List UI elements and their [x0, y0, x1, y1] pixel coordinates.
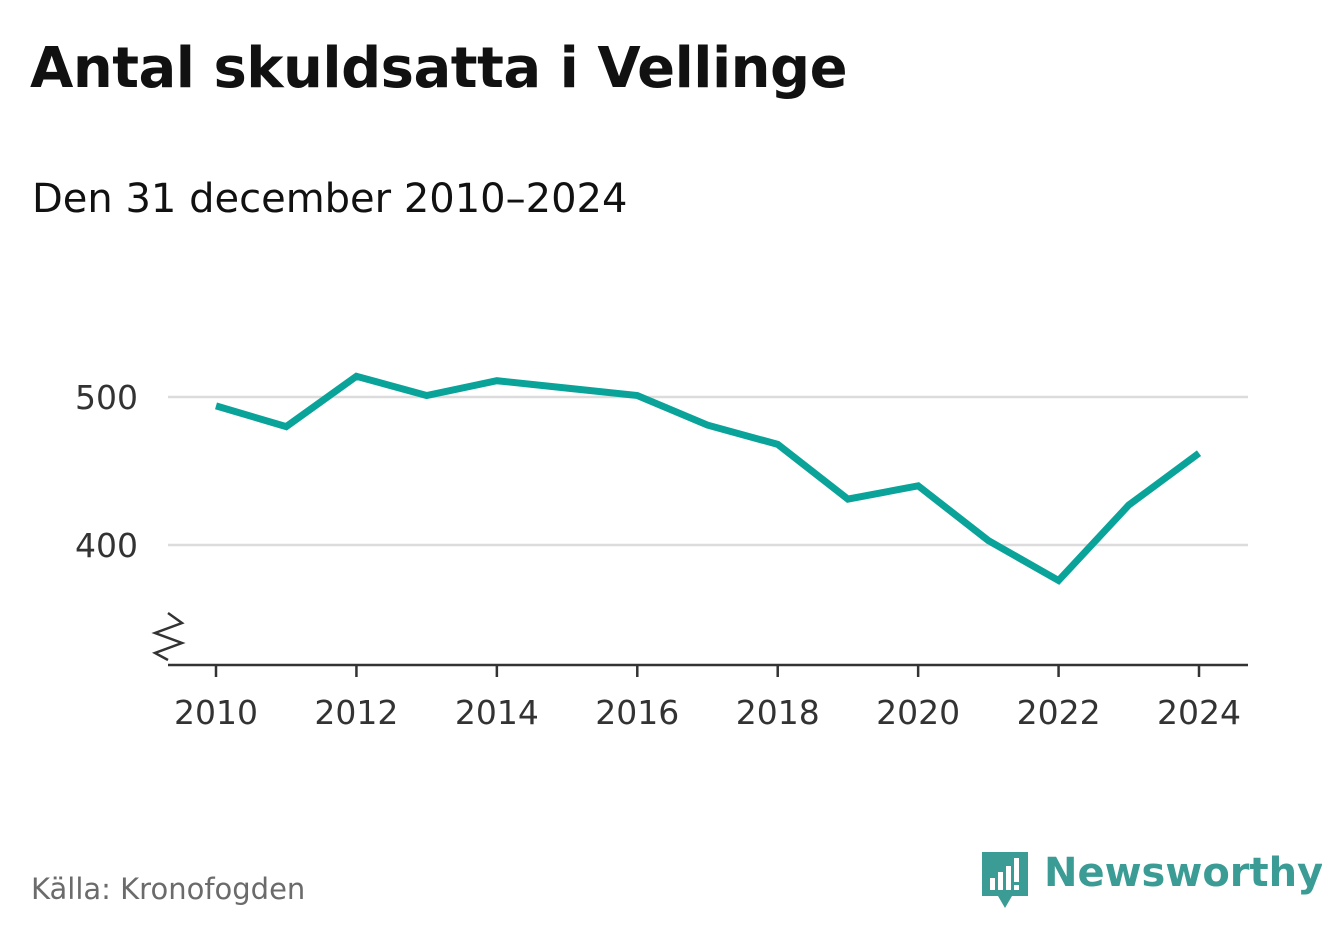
series-line-0 [215, 372, 1202, 585]
x-tick-label-2020: 2020 [876, 693, 960, 732]
y-tick-label-400: 400 [75, 526, 138, 565]
grid-lines [168, 395, 1248, 547]
line-chart: 2010 2012 2014 2016 2018 2020 2022 2024 400 500 [75, 372, 1248, 732]
chart-title: Antal skuldsatta i Vellinge [30, 36, 848, 101]
x-tick-label-2010: 2010 [174, 693, 258, 732]
brand-name: Newsworthy [1044, 850, 1322, 896]
x-tick-label-2012: 2012 [314, 693, 398, 732]
x-axis: 2010 2012 2014 2016 2018 2020 2022 2024 [168, 663, 1248, 732]
brand: Newsworthy [980, 850, 1322, 912]
source-note: Källa: Kronofogden [31, 872, 306, 906]
chart-subtitle: Den 31 december 2010–2024 [32, 176, 628, 222]
x-tick-label-2018: 2018 [736, 693, 820, 732]
y-axis: 400 500 [75, 378, 186, 662]
x-tick-label-2022: 2022 [1017, 693, 1101, 732]
x-tick-label-2014: 2014 [455, 693, 539, 732]
series-group [215, 372, 1202, 585]
y-axis-break [151, 611, 186, 662]
x-tick-label-2016: 2016 [595, 693, 679, 732]
newsworthy-logo-icon [982, 852, 1028, 908]
x-tick-label-2024: 2024 [1157, 693, 1241, 732]
y-tick-label-500: 500 [75, 378, 138, 417]
